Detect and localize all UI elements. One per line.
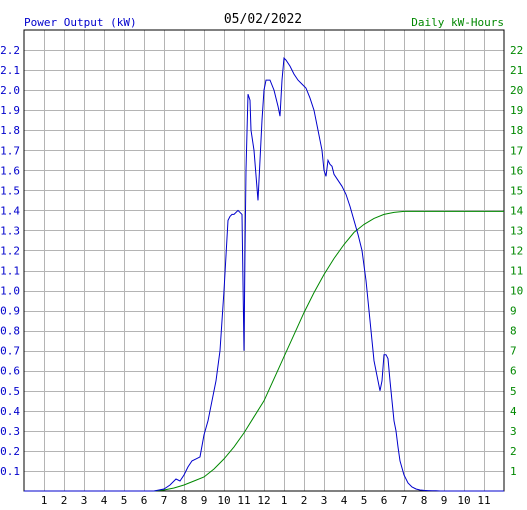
x-tick-label: 2 (301, 494, 308, 507)
left-tick-label: 0.4 (0, 405, 20, 418)
date-label: 05/02/2022 (224, 12, 302, 27)
energy-series-line (24, 210, 504, 492)
grid-lines (24, 30, 504, 491)
x-tick-label: 9 (201, 494, 208, 507)
right-tick-label: 6 (510, 365, 517, 378)
left-tick-label: 1.7 (0, 144, 20, 157)
left-tick-label: 2.0 (0, 84, 20, 97)
right-tick-label: 4 (510, 405, 517, 418)
x-tick-label: 11 (237, 494, 250, 507)
left-tick-label: 0.6 (0, 365, 20, 378)
left-tick-label: 1.5 (0, 184, 20, 197)
x-tick-label: 2 (61, 494, 68, 507)
x-tick-label: 10 (217, 494, 230, 507)
right-tick-label: 17 (510, 144, 523, 157)
x-tick-label: 3 (81, 494, 88, 507)
x-tick-label: 6 (141, 494, 148, 507)
right-tick-label: 2 (510, 445, 517, 458)
right-tick-label: 3 (510, 425, 517, 438)
x-tick-label: 5 (361, 494, 368, 507)
x-tick-label: 4 (101, 494, 108, 507)
left-tick-label: 1.9 (0, 104, 20, 117)
right-tick-label: 19 (510, 104, 523, 117)
left-axis-ticks: 0.1 0.2 0.3 0.4 0.5 0.6 0.7 0.8 0.9 1.0 1.1 1.2 1.3 1… (0, 44, 20, 478)
x-tick-label: 7 (161, 494, 168, 507)
x-tick-label: 3 (321, 494, 328, 507)
left-tick-label: 1.3 (0, 224, 20, 237)
left-tick-label: 1.8 (0, 124, 20, 137)
left-axis-title: Power Output (kW) (24, 16, 137, 29)
left-tick-label: 0.5 (0, 385, 20, 398)
left-tick-label: 0.1 (0, 465, 20, 478)
x-axis-ticks: 1 2 3 4 5 6 7 8 9 10 11 12 1 2 3 4 5 6 7 8 9 10 11 (41, 494, 491, 507)
x-tick-label: 5 (121, 494, 128, 507)
right-tick-label: 8 (510, 325, 517, 338)
right-tick-label: 5 (510, 385, 517, 398)
plot-border (23, 29, 505, 492)
right-tick-label: 20 (510, 84, 523, 97)
x-tick-label: 4 (341, 494, 348, 507)
x-tick-label: 8 (181, 494, 188, 507)
left-tick-label: 1.2 (0, 244, 20, 257)
x-tick-label: 7 (401, 494, 408, 507)
x-tick-label: 6 (381, 494, 388, 507)
right-axis-title: Daily kW-Hours (411, 16, 504, 29)
left-tick-label: 0.9 (0, 305, 20, 318)
left-tick-label: 2.1 (0, 64, 20, 77)
power-series-line (24, 56, 504, 492)
right-tick-label: 10 (510, 285, 523, 298)
right-tick-label: 21 (510, 64, 523, 77)
x-tick-label: 9 (441, 494, 448, 507)
left-tick-label: 0.3 (0, 425, 20, 438)
right-tick-label: 18 (510, 124, 523, 137)
right-tick-label: 13 (510, 224, 523, 237)
x-tick-label: 1 (281, 494, 288, 507)
right-tick-label: 7 (510, 345, 517, 358)
left-tick-label: 1.6 (0, 164, 20, 177)
right-tick-label: 22 (510, 44, 523, 57)
left-tick-label: 0.8 (0, 325, 20, 338)
left-tick-label: 1.0 (0, 285, 20, 298)
right-tick-label: 1 (510, 465, 517, 478)
x-tick-label: 1 (41, 494, 48, 507)
right-tick-label: 14 (510, 204, 524, 217)
right-tick-label: 11 (510, 265, 523, 278)
x-tick-label: 8 (421, 494, 428, 507)
left-tick-label: 1.4 (0, 204, 20, 217)
x-tick-label: 10 (457, 494, 470, 507)
right-tick-label: 15 (510, 184, 523, 197)
left-tick-label: 0.7 (0, 345, 20, 358)
right-tick-label: 9 (510, 305, 517, 318)
right-tick-label: 12 (510, 244, 523, 257)
x-tick-label: 11 (477, 494, 490, 507)
left-tick-label: 0.2 (0, 445, 20, 458)
left-tick-label: 2.2 (0, 44, 20, 57)
x-tick-label: 12 (257, 494, 270, 507)
left-tick-label: 1.1 (0, 265, 20, 278)
right-tick-label: 16 (510, 164, 523, 177)
